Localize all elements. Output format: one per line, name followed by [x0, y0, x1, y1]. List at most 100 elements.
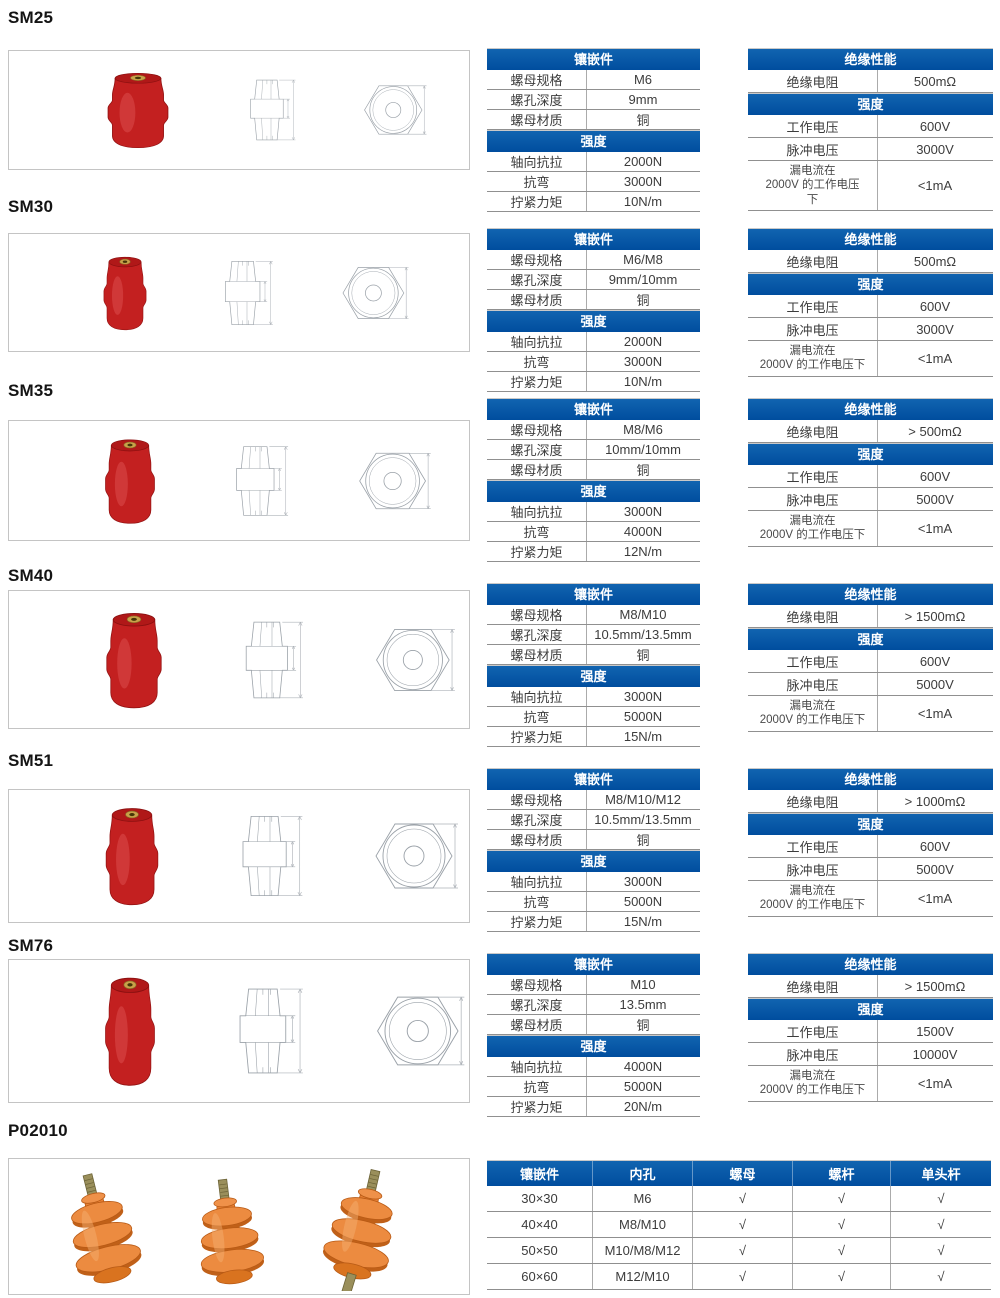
- table-row: 30×30 M6 √ √ √: [487, 1186, 991, 1212]
- spec-row: 工作电压 600V: [748, 835, 993, 858]
- product-image-box: [8, 50, 470, 170]
- spec-row: 螺孔深度 9mm/10mm: [487, 270, 700, 290]
- column-header: 镶嵌件: [487, 1161, 593, 1186]
- table-header-strength2: 强度: [748, 998, 993, 1020]
- table-header-row: 镶嵌件 内孔 螺母 螺杆 单头杆: [487, 1160, 991, 1186]
- table-header-strength: 强度: [487, 665, 700, 687]
- product-image-box: [8, 233, 470, 352]
- spec-value: 5000N: [623, 894, 663, 909]
- red-insulator-photo: [105, 808, 159, 906]
- insulation-spec-table: 绝缘性能 绝缘电阻 > 1000mΩ 强度 工作电压 600V 脉冲电压 5000V 漏电…: [748, 768, 993, 917]
- size-cell: 30×30: [487, 1186, 593, 1211]
- voltage-rows: 工作电压 1500V 脉冲电压 10000V 漏电流在 2000V 的工作电压下 <1mA: [748, 1020, 993, 1102]
- spec-value: 600V: [919, 653, 951, 669]
- insulation-rows: 绝缘电阻 > 500mΩ: [748, 420, 993, 443]
- check-cell: √: [793, 1212, 891, 1237]
- size-cell: 60×60: [487, 1264, 593, 1289]
- spec-label: 绝缘电阻: [748, 790, 878, 812]
- spec-row: 螺母规格 M6: [487, 70, 700, 90]
- spec-value: 3000V: [916, 321, 954, 337]
- spec-value: M8/M10/M12: [605, 792, 681, 807]
- spec-value: <1mA: [917, 1075, 953, 1091]
- spec-value: > 1000mΩ: [904, 793, 966, 809]
- spec-value: M6: [633, 72, 653, 87]
- side-view-drawing: [245, 621, 303, 698]
- spec-label: 脉冲电压: [748, 488, 878, 510]
- spec-row: 脉冲电压 3000V: [748, 138, 993, 161]
- section-title: SM35: [8, 381, 54, 400]
- spec-label: 漏电流在 2000V 的工作电压下: [748, 1066, 878, 1101]
- insulation-rows: 绝缘电阻 > 1000mΩ: [748, 790, 993, 813]
- spec-row: 拧紧力矩 15N/m: [487, 727, 700, 747]
- spec-row: 螺母规格 M6/M8: [487, 250, 700, 270]
- spec-value: 1500V: [916, 1023, 954, 1039]
- spec-value: 3000N: [623, 874, 663, 889]
- spec-label: 绝缘电阻: [748, 250, 878, 272]
- check-cell: √: [693, 1212, 793, 1237]
- spec-label: 轴向抗拉: [487, 502, 587, 521]
- insert-rows: 螺母规格 M6/M8 螺孔深度 9mm/10mm 螺母材质 铜: [487, 250, 700, 310]
- check-cell: √: [793, 1186, 891, 1211]
- section-title: P02010: [8, 1121, 68, 1140]
- table-header-strength: 强度: [487, 1035, 700, 1057]
- table-header-strength2: 强度: [748, 628, 993, 650]
- spec-row: 抗弯 5000N: [487, 1077, 700, 1097]
- spec-label: 螺母规格: [487, 790, 587, 809]
- spec-label: 螺孔深度: [487, 810, 587, 829]
- spec-row: 螺孔深度 9mm: [487, 90, 700, 110]
- spec-row: 脉冲电压 10000V: [748, 1043, 993, 1066]
- side-view-drawing: [236, 445, 289, 516]
- top-view-drawing: [375, 823, 459, 889]
- table-header-strength: 强度: [487, 850, 700, 872]
- spec-label: 工作电压: [748, 650, 878, 672]
- voltage-rows: 工作电压 600V 脉冲电压 3000V 漏电流在 2000V 的工作电压 下 <1mA: [748, 115, 993, 212]
- insulation-rows: 绝缘电阻 500mΩ: [748, 250, 993, 273]
- spec-value: 600V: [919, 838, 951, 854]
- top-view-drawing: [377, 996, 465, 1066]
- table-header-strength2: 强度: [748, 813, 993, 835]
- insulation-rows: 绝缘电阻 > 1500mΩ: [748, 605, 993, 628]
- spec-value: 3000N: [623, 504, 663, 519]
- table-header-insert: 镶嵌件: [487, 228, 700, 250]
- side-view-drawing: [225, 260, 273, 325]
- section-title: SM25: [8, 8, 54, 27]
- spec-label: 抗弯: [487, 1077, 587, 1096]
- size-cell: 40×40: [487, 1212, 593, 1237]
- spec-row: 螺母规格 M8/M10/M12: [487, 790, 700, 810]
- spec-label: 工作电压: [748, 835, 878, 857]
- spec-label: 螺母规格: [487, 250, 587, 269]
- spec-value: 3000N: [623, 689, 663, 704]
- spec-label: 螺孔深度: [487, 90, 587, 109]
- spec-row: 螺母材质 铜: [487, 290, 700, 310]
- spec-label: 拧紧力矩: [487, 727, 587, 746]
- insulation-spec-table: 绝缘性能 绝缘电阻 > 1500mΩ 强度 工作电压 600V 脉冲电压 5000V 漏电…: [748, 583, 993, 732]
- spec-label: 漏电流在 2000V 的工作电压下: [748, 511, 878, 546]
- spec-label: 工作电压: [748, 295, 878, 317]
- spec-label: 工作电压: [748, 465, 878, 487]
- top-view-drawing: [342, 266, 409, 319]
- spec-value: 4000N: [623, 1059, 663, 1074]
- spec-label: 螺母规格: [487, 605, 587, 624]
- strength-rows: 轴向抗拉 2000N 抗弯 3000N 拧紧力矩 10N/m: [487, 332, 700, 392]
- spec-value: 500mΩ: [913, 253, 957, 269]
- spec-row: 抗弯 5000N: [487, 707, 700, 727]
- top-view-drawing: [359, 452, 431, 509]
- spec-row: 漏电流在 2000V 的工作电压下 <1mA: [748, 696, 993, 732]
- check-cell: √: [937, 1269, 945, 1284]
- spec-value: M6/M8: [623, 252, 663, 267]
- table-row: 50×50 M10/M8/M12 √ √ √: [487, 1238, 991, 1264]
- check-cell: √: [793, 1238, 891, 1263]
- spec-value: 9mm: [628, 92, 658, 107]
- voltage-rows: 工作电压 600V 脉冲电压 5000V 漏电流在 2000V 的工作电压下 <1mA: [748, 835, 993, 917]
- spec-value: 10.5mm/13.5mm: [594, 812, 692, 827]
- bore-cell: M10/M8/M12: [593, 1238, 693, 1263]
- spec-row: 螺母材质 铜: [487, 1015, 700, 1035]
- spec-label: 脉冲电压: [748, 1043, 878, 1065]
- strength-rows: 轴向抗拉 2000N 抗弯 3000N 拧紧力矩 10N/m: [487, 152, 700, 212]
- spec-label: 螺孔深度: [487, 440, 587, 459]
- section-title: SM40: [8, 566, 54, 585]
- red-insulator-photo: [105, 438, 155, 524]
- spec-row: 拧紧力矩 15N/m: [487, 912, 700, 932]
- spec-label: 绝缘电阻: [748, 420, 878, 442]
- spec-row: 拧紧力矩 12N/m: [487, 542, 700, 562]
